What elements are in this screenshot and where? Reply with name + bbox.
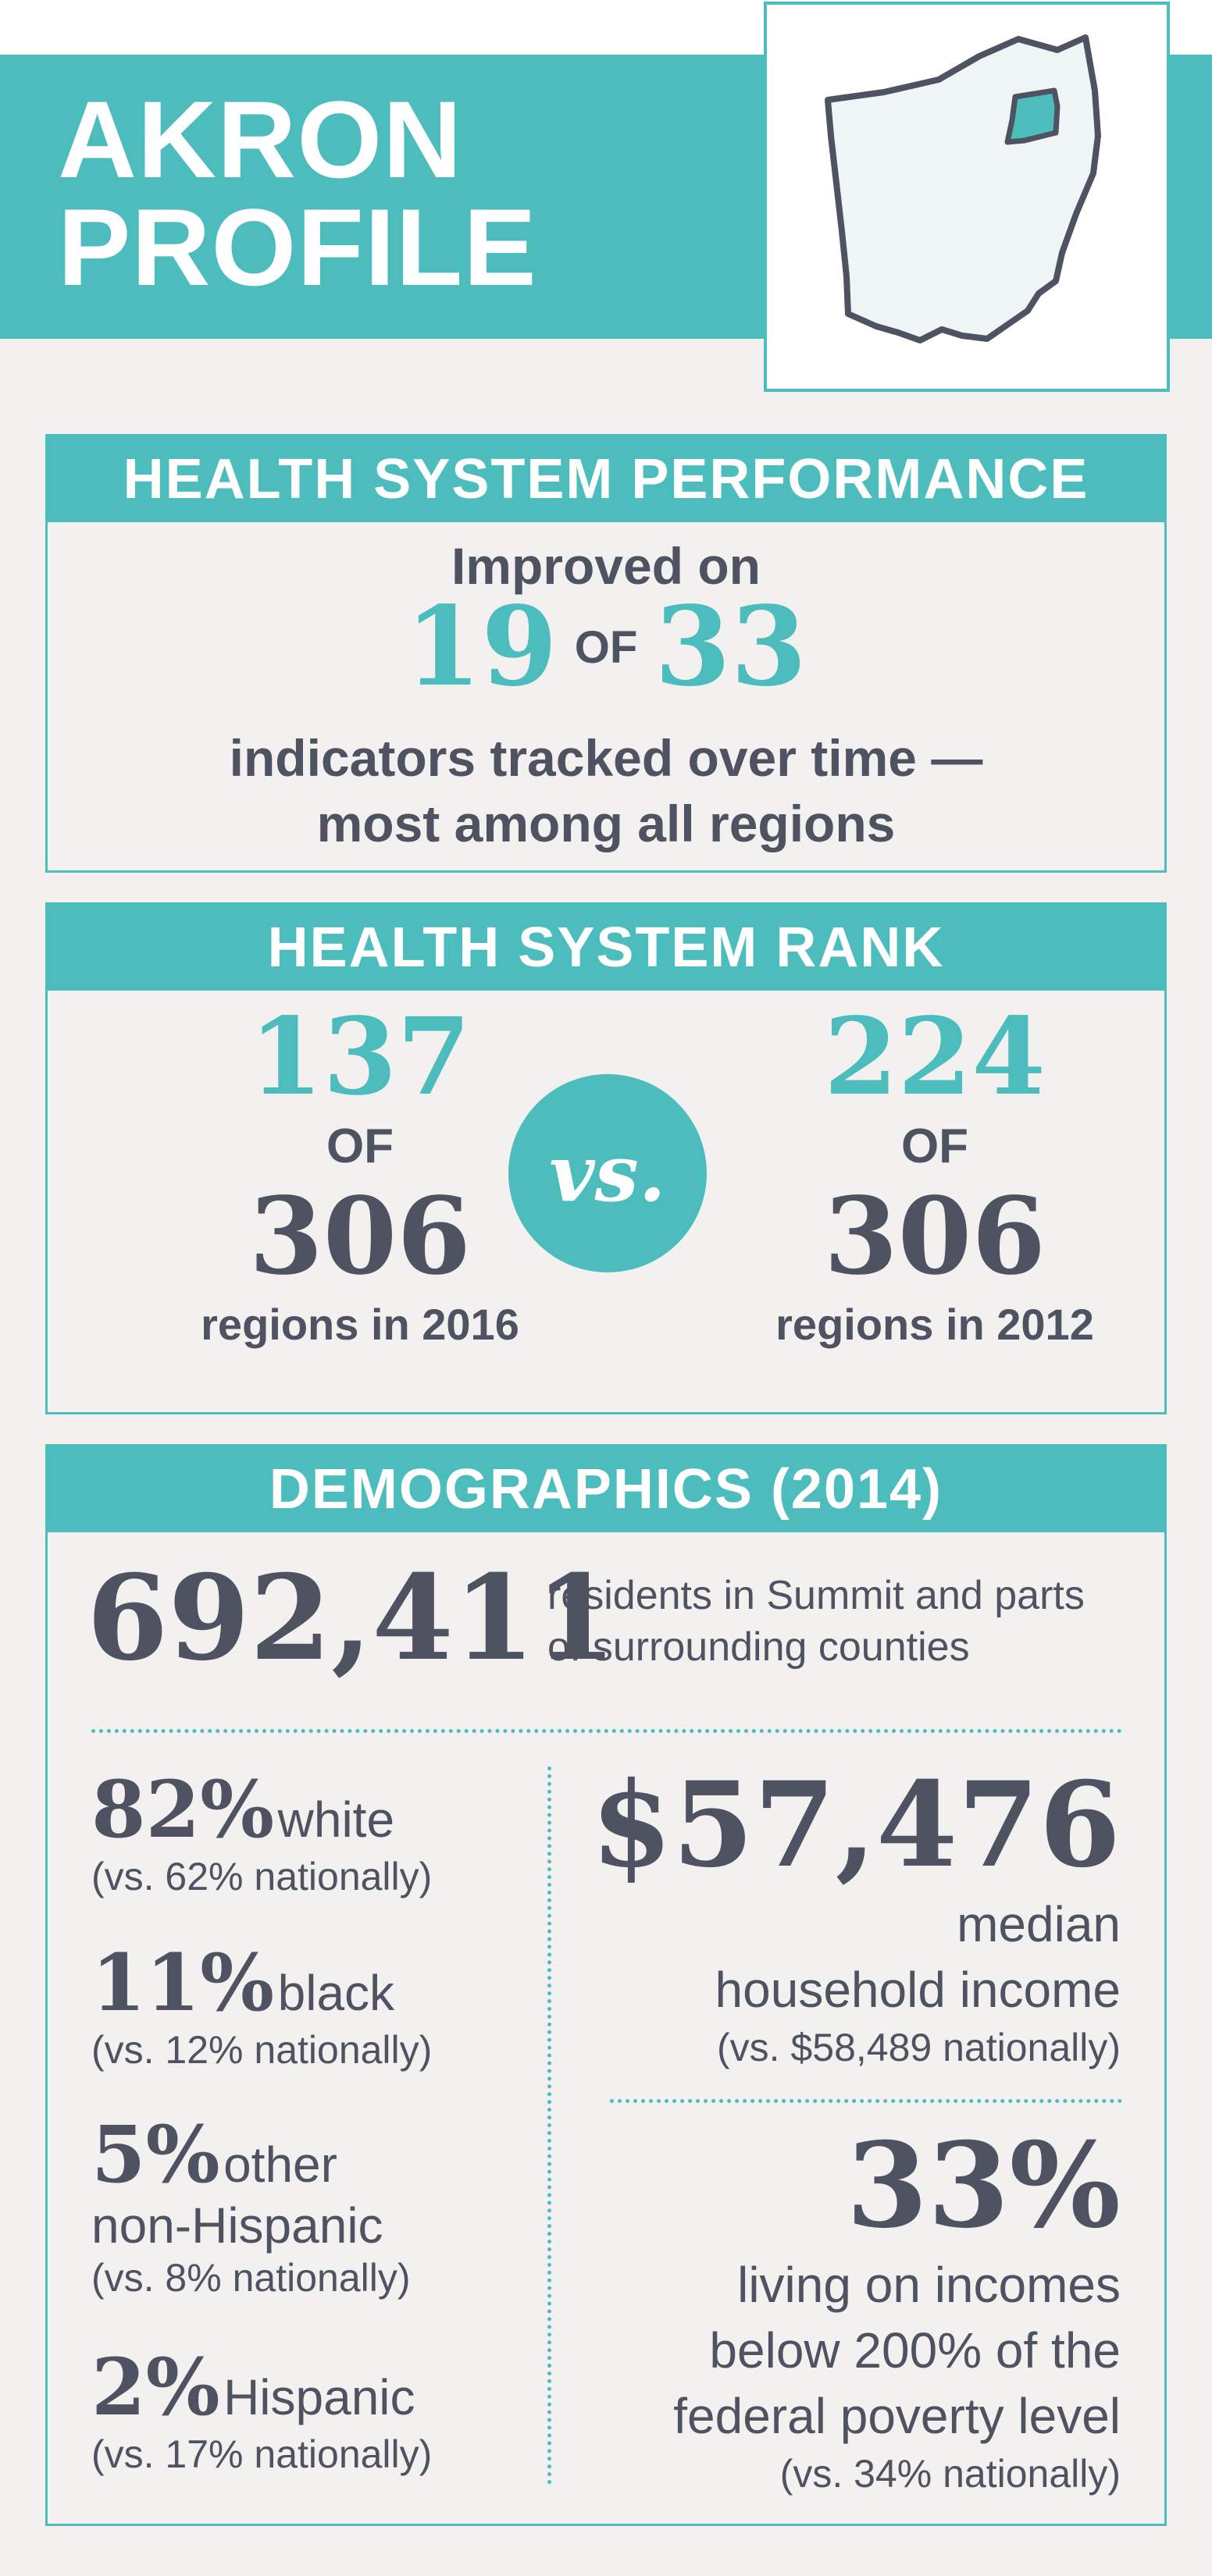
income-block: $57,476 median household income (vs. $58… [558, 1759, 1121, 2073]
rank-section: HEALTH SYSTEM RANK 137 OF 306 regions in… [45, 902, 1167, 1414]
stat-other-label-2: non-Hispanic [91, 2197, 383, 2254]
stat-black-pct: 11% [91, 1937, 275, 2029]
poverty-label-2: below 200% of the [709, 2322, 1121, 2379]
stat-hispanic-national: (vs. 17% nationally) [91, 2432, 433, 2476]
stat-white-pct: 82% [91, 1763, 275, 1856]
title-line-2: PROFILE [58, 186, 537, 308]
performance-description: indicators tracked over time — most amon… [48, 725, 1164, 856]
demographics-heading: DEMOGRAPHICS (2014) [48, 1446, 1164, 1532]
performance-ratio: 19 OF 33 [48, 583, 1164, 711]
divider-right [610, 2099, 1122, 2103]
stat-black-national: (vs. 12% nationally) [91, 2028, 433, 2072]
stat-white-label: white [277, 1791, 395, 1848]
rank-2012-of: OF [900, 1119, 969, 1173]
divider-horizontal [91, 1729, 1122, 1733]
stat-white: 82% white (vs. 62% nationally) [91, 1767, 560, 1901]
divider-vertical [547, 1767, 551, 2485]
poverty-label-1: living on incomes [737, 2257, 1121, 2313]
performance-section: HEALTH SYSTEM PERFORMANCE Improved on 19… [45, 434, 1167, 873]
stat-other-national: (vs. 8% nationally) [91, 2256, 411, 2300]
performance-desc-line2: most among all regions [316, 795, 896, 852]
rank-heading: HEALTH SYSTEM RANK [48, 905, 1164, 991]
income-label-1: median [957, 1896, 1121, 1952]
poverty-label-3: federal poverty level [673, 2388, 1121, 2444]
population-value: 692,411 [87, 1550, 617, 1687]
performance-desc-line1: indicators tracked over time — [229, 729, 983, 787]
stat-black: 11% black (vs. 12% nationally) [91, 1940, 560, 2074]
rank-2012-caption: regions in 2012 [775, 1300, 1094, 1349]
stat-other-label: other [223, 2137, 337, 2193]
stat-other-pct: 5% [91, 2108, 220, 2201]
stat-hispanic: 2% Hispanic (vs. 17% nationally) [91, 2344, 560, 2478]
rank-2012-value: 224 [824, 994, 1046, 1119]
ohio-map-box [764, 2, 1170, 392]
stat-black-label: black [277, 1965, 395, 2021]
performance-intro: Improved on [451, 537, 761, 595]
page-title: AKRON PROFILE [58, 78, 761, 308]
poverty-value: 33% [846, 2117, 1121, 2254]
stat-hispanic-label: Hispanic [223, 2369, 415, 2425]
akron-region-shape [1004, 87, 1060, 145]
population-description: residents in Summit and parts of surroun… [547, 1570, 1157, 1673]
performance-heading: HEALTH SYSTEM PERFORMANCE [48, 436, 1164, 522]
stat-hispanic-pct: 2% [91, 2341, 220, 2433]
rank-2016-total: 306 [249, 1174, 471, 1299]
income-label-2: household income [715, 1962, 1121, 2018]
vs-badge: vs. [508, 1074, 707, 1272]
rank-2016-value: 137 [249, 994, 471, 1119]
rank-2012-total: 306 [824, 1174, 1046, 1299]
income-national: (vs. $58,489 nationally) [717, 2026, 1121, 2069]
stat-other: 5% other non-Hispanic (vs. 8% nationally… [91, 2112, 560, 2302]
indicator-total: 33 [654, 583, 807, 711]
title-line-1: AKRON [58, 78, 463, 201]
population-desc-line2: of surrounding counties [547, 1624, 970, 1670]
poverty-national: (vs. 34% nationally) [779, 2452, 1121, 2496]
stat-white-national: (vs. 62% nationally) [91, 1855, 433, 1898]
rank-2016: 137 OF 306 regions in 2016 [165, 998, 555, 1354]
income-value: $57,476 [590, 1756, 1121, 1894]
performance-of: OF [574, 621, 638, 673]
demographics-section: DEMOGRAPHICS (2014) 692,411 residents in… [45, 1444, 1167, 2526]
ohio-map-icon [825, 34, 1101, 343]
population-desc-line1: residents in Summit and parts [547, 1573, 1085, 1618]
poverty-block: 33% living on incomes below 200% of the … [558, 2119, 1121, 2499]
rank-2016-caption: regions in 2016 [201, 1300, 519, 1349]
rank-2012: 224 OF 306 regions in 2012 [740, 998, 1130, 1354]
rank-2016-of: OF [326, 1119, 394, 1173]
improved-count: 19 [405, 583, 558, 711]
